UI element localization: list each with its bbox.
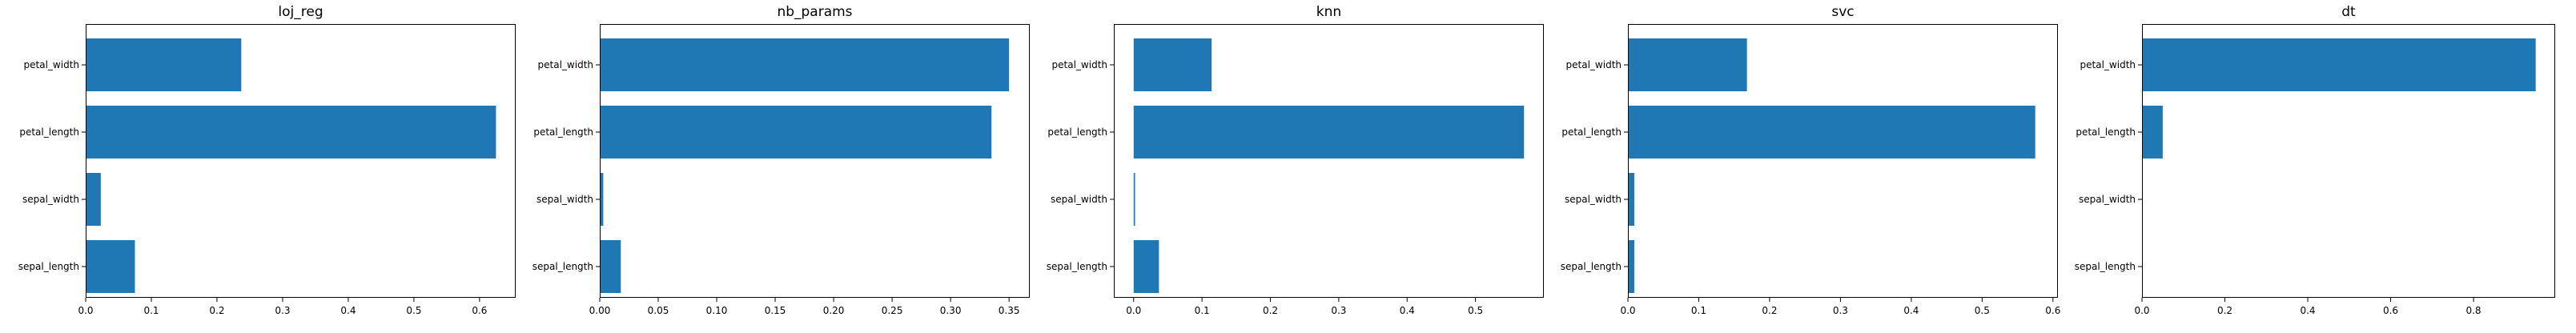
- x-tick-label: 0.4: [1400, 305, 1415, 316]
- bar-sepal_width: [1133, 173, 1135, 226]
- x-tick-label: 0.35: [999, 305, 1020, 316]
- y-tick-label: petal_length: [19, 126, 79, 138]
- y-tick-label: sepal_width: [536, 194, 593, 205]
- x-tick-label: 0.3: [1331, 305, 1346, 316]
- bar-sepal_width: [1628, 173, 1634, 226]
- bar-sepal_width: [86, 173, 101, 226]
- bar-sepal_width: [600, 173, 604, 226]
- x-tick-label: 0.1: [1195, 305, 1210, 316]
- axes-frame: [2142, 24, 2555, 298]
- x-tick-label: 0.5: [1975, 305, 1990, 316]
- y-tick-label: petal_width: [1566, 59, 1622, 70]
- y-tick-label: petal_length: [1561, 126, 1622, 138]
- chart-title: svc: [1831, 4, 1854, 20]
- x-tick-label: 0.6: [2383, 305, 2398, 316]
- subplot-svc: svc sepal_length sepal_width petal_length pe…: [1561, 4, 2061, 316]
- bar-sepal_length: [600, 240, 621, 293]
- axes-frame: [1114, 24, 1544, 298]
- x-tick-label: 0.20: [823, 305, 845, 316]
- axes-frame: [1628, 24, 2058, 298]
- x-tick-label: 0.0: [1620, 305, 1635, 316]
- y-tick-label: sepal_length: [18, 261, 79, 272]
- bar-petal_length: [1628, 106, 2035, 158]
- axes-frame: [86, 24, 516, 298]
- y-tick-label: sepal_length: [532, 261, 593, 272]
- bar-petal_length: [2142, 106, 2163, 158]
- x-tick-label: 0.2: [2217, 305, 2232, 316]
- x-tick-label: 0.3: [1833, 305, 1848, 316]
- x-tick-label: 0.15: [765, 305, 786, 316]
- x-tick-label: 0.2: [209, 305, 224, 316]
- x-tick-label: 0.3: [275, 305, 290, 316]
- x-tick-label: 0.1: [143, 305, 159, 316]
- chart-title: knn: [1316, 4, 1341, 20]
- bar-petal_length: [600, 106, 992, 158]
- y-tick-label: petal_width: [24, 59, 79, 70]
- y-tick-label: sepal_width: [1051, 194, 1107, 205]
- x-tick-label: 0.2: [1762, 305, 1777, 316]
- y-tick-label: petal_length: [1047, 126, 1107, 138]
- chart-title: dt: [2341, 4, 2356, 20]
- axes-frame: [600, 24, 1030, 298]
- y-tick-label: sepal_length: [1047, 261, 1107, 272]
- y-tick-label: sepal_width: [1565, 194, 1622, 205]
- x-tick-label: 0.4: [1903, 305, 1919, 316]
- y-tick-label: petal_width: [1052, 59, 1107, 70]
- bar-petal_width: [1133, 38, 1212, 91]
- x-tick-label: 0.0: [78, 305, 93, 316]
- x-tick-label: 0.8: [2465, 305, 2481, 316]
- y-tick-label: petal_length: [2076, 126, 2136, 138]
- y-tick-label: sepal_length: [1561, 261, 1622, 272]
- y-tick-label: sepal_width: [22, 194, 79, 205]
- subplot-nb_params: nb_params sepal_length sepal_width petal_le…: [532, 4, 1030, 316]
- x-tick-label: 0.0: [1126, 305, 1141, 316]
- x-tick-label: 0.05: [648, 305, 669, 316]
- subplot-loj_reg: loj_reg sepal_length sepal_width petal_leng…: [18, 4, 516, 316]
- x-tick-label: 0.4: [340, 305, 356, 316]
- x-tick-label: 0.5: [406, 305, 421, 316]
- y-tick-label: petal_width: [538, 59, 593, 70]
- bar-petal_width: [600, 38, 1010, 91]
- y-tick-label: petal_length: [533, 126, 593, 138]
- bar-sepal_length: [86, 240, 135, 293]
- chart-title: nb_params: [777, 4, 852, 20]
- subplot-knn: knn sepal_length sepal_width petal_length pe…: [1047, 4, 1544, 316]
- x-tick-label: 0.00: [589, 305, 611, 316]
- x-tick-label: 0.0: [2134, 305, 2149, 316]
- y-tick-label: sepal_length: [2075, 261, 2136, 272]
- x-tick-label: 0.25: [882, 305, 903, 316]
- x-tick-label: 0.5: [1468, 305, 1483, 316]
- x-tick-label: 0.6: [2045, 305, 2060, 316]
- bar-petal_width: [2142, 38, 2536, 91]
- x-tick-label: 0.4: [2300, 305, 2315, 316]
- x-tick-label: 0.30: [940, 305, 962, 316]
- chart-title: loj_reg: [278, 4, 323, 20]
- x-tick-label: 0.10: [706, 305, 728, 316]
- bar-sepal_length: [1133, 240, 1159, 293]
- x-tick-label: 0.1: [1691, 305, 1706, 316]
- x-tick-label: 0.6: [472, 305, 487, 316]
- bar-petal_length: [86, 106, 496, 158]
- subplot-dt: dt sepal_length sepal_width petal_length pet…: [2075, 4, 2555, 316]
- bar-sepal_length: [1628, 240, 1634, 293]
- x-tick-label: 0.2: [1263, 305, 1278, 316]
- bar-petal_width: [1628, 38, 1747, 91]
- y-tick-label: sepal_width: [2079, 194, 2136, 205]
- bar-petal_width: [86, 38, 242, 91]
- y-tick-label: petal_width: [2080, 59, 2136, 70]
- bar-petal_length: [1133, 106, 1525, 158]
